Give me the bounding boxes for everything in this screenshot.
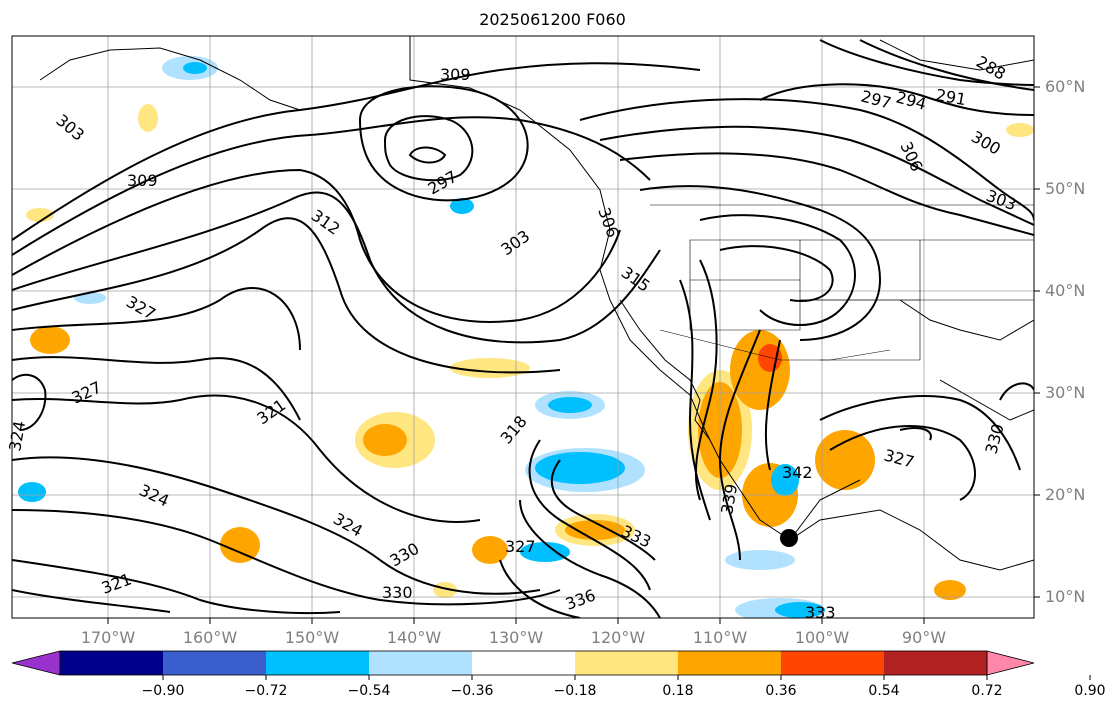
contour-label: 330 xyxy=(382,583,413,602)
lon-label: 90°W xyxy=(901,628,947,647)
lat-label: 10°N xyxy=(1045,587,1086,606)
colorbar-segment xyxy=(266,651,370,675)
lon-label: 110°W xyxy=(692,628,748,647)
lon-label: 120°W xyxy=(590,628,646,647)
colorbar xyxy=(11,650,1091,680)
shade-blob xyxy=(26,208,54,222)
borders xyxy=(650,204,1034,361)
lon-label: 150°W xyxy=(284,628,340,647)
colorbar-segment xyxy=(884,651,988,675)
shade-blob xyxy=(725,550,795,570)
shade-blob xyxy=(183,62,207,74)
colorbar-tick-label: 0.72 xyxy=(971,683,1003,699)
shade-blob xyxy=(934,580,966,600)
shade-blob xyxy=(520,542,570,562)
shade-blob xyxy=(433,582,457,598)
shade-blob xyxy=(30,326,70,354)
shade-blob xyxy=(1006,123,1034,137)
colorbar-extend-low xyxy=(11,650,61,676)
shade-blob xyxy=(74,292,106,304)
contour-label: 333 xyxy=(805,603,836,622)
colorbar-segment xyxy=(369,651,473,675)
colorbar-segment xyxy=(678,651,782,675)
contour-label: 309 xyxy=(440,65,471,84)
lat-label: 50°N xyxy=(1045,179,1086,198)
colorbar-tick-label: −0.72 xyxy=(244,683,288,699)
map-frame xyxy=(11,35,1035,619)
colorbar-outline xyxy=(59,650,988,676)
lon-label: 100°W xyxy=(794,628,850,647)
chart-title: 2025061200 F060 xyxy=(479,10,626,29)
shade-blob xyxy=(815,430,875,490)
colorbar-tick-label: 0.36 xyxy=(765,683,797,699)
lat-ticks xyxy=(1034,86,1040,598)
lat-label: 30°N xyxy=(1045,383,1086,402)
lon-label: 160°W xyxy=(182,628,238,647)
shade-blob xyxy=(450,198,474,214)
colorbar-tick-label: −0.90 xyxy=(141,683,185,699)
lat-label: 40°N xyxy=(1045,281,1086,300)
map-background xyxy=(12,36,1034,618)
colorbar-segment xyxy=(575,651,679,675)
lat-label: 60°N xyxy=(1045,77,1086,96)
colorbar-extend-high xyxy=(986,650,1035,676)
lat-label: 20°N xyxy=(1045,485,1086,504)
lon-ticks xyxy=(107,618,925,624)
colorbar-tick-label: −0.36 xyxy=(450,683,494,699)
shade-blob xyxy=(758,344,782,372)
colorbar-segment xyxy=(60,651,164,675)
shade-blob xyxy=(775,602,825,618)
shade-blob xyxy=(450,358,530,378)
shade-blob xyxy=(535,452,625,484)
gridlines xyxy=(12,36,1034,618)
colorbar-tick-label: 0.54 xyxy=(868,683,900,699)
shade-blob xyxy=(363,424,407,456)
contour-label: 309 xyxy=(127,171,158,190)
lon-label: 130°W xyxy=(488,628,544,647)
colorbar-tick-label: −0.18 xyxy=(553,683,597,699)
shade-blob xyxy=(18,482,46,502)
colorbar-tick-label: −0.54 xyxy=(347,683,391,699)
shade-blob xyxy=(548,397,592,413)
colorbar-tick-label: 0.18 xyxy=(662,683,694,699)
shade-blob xyxy=(730,330,790,410)
location-marker xyxy=(780,529,798,547)
shade-blob xyxy=(220,527,260,563)
colorbar-segment xyxy=(472,651,576,675)
colorbar-segment xyxy=(163,651,267,675)
colorbar-tick-label: 0.90 xyxy=(1074,683,1105,699)
contours xyxy=(12,39,1034,618)
shade-blob xyxy=(771,464,799,496)
shaded-field xyxy=(18,56,1034,618)
lon-label: 170°W xyxy=(80,628,136,647)
colorbar-segment xyxy=(781,651,885,675)
contour-label: 342 xyxy=(782,463,813,482)
shade-blob xyxy=(565,520,625,540)
contour-label: 327 xyxy=(505,537,536,556)
lon-label: 140°W xyxy=(386,628,442,647)
shade-blob xyxy=(472,536,508,564)
shade-blob xyxy=(138,104,158,132)
